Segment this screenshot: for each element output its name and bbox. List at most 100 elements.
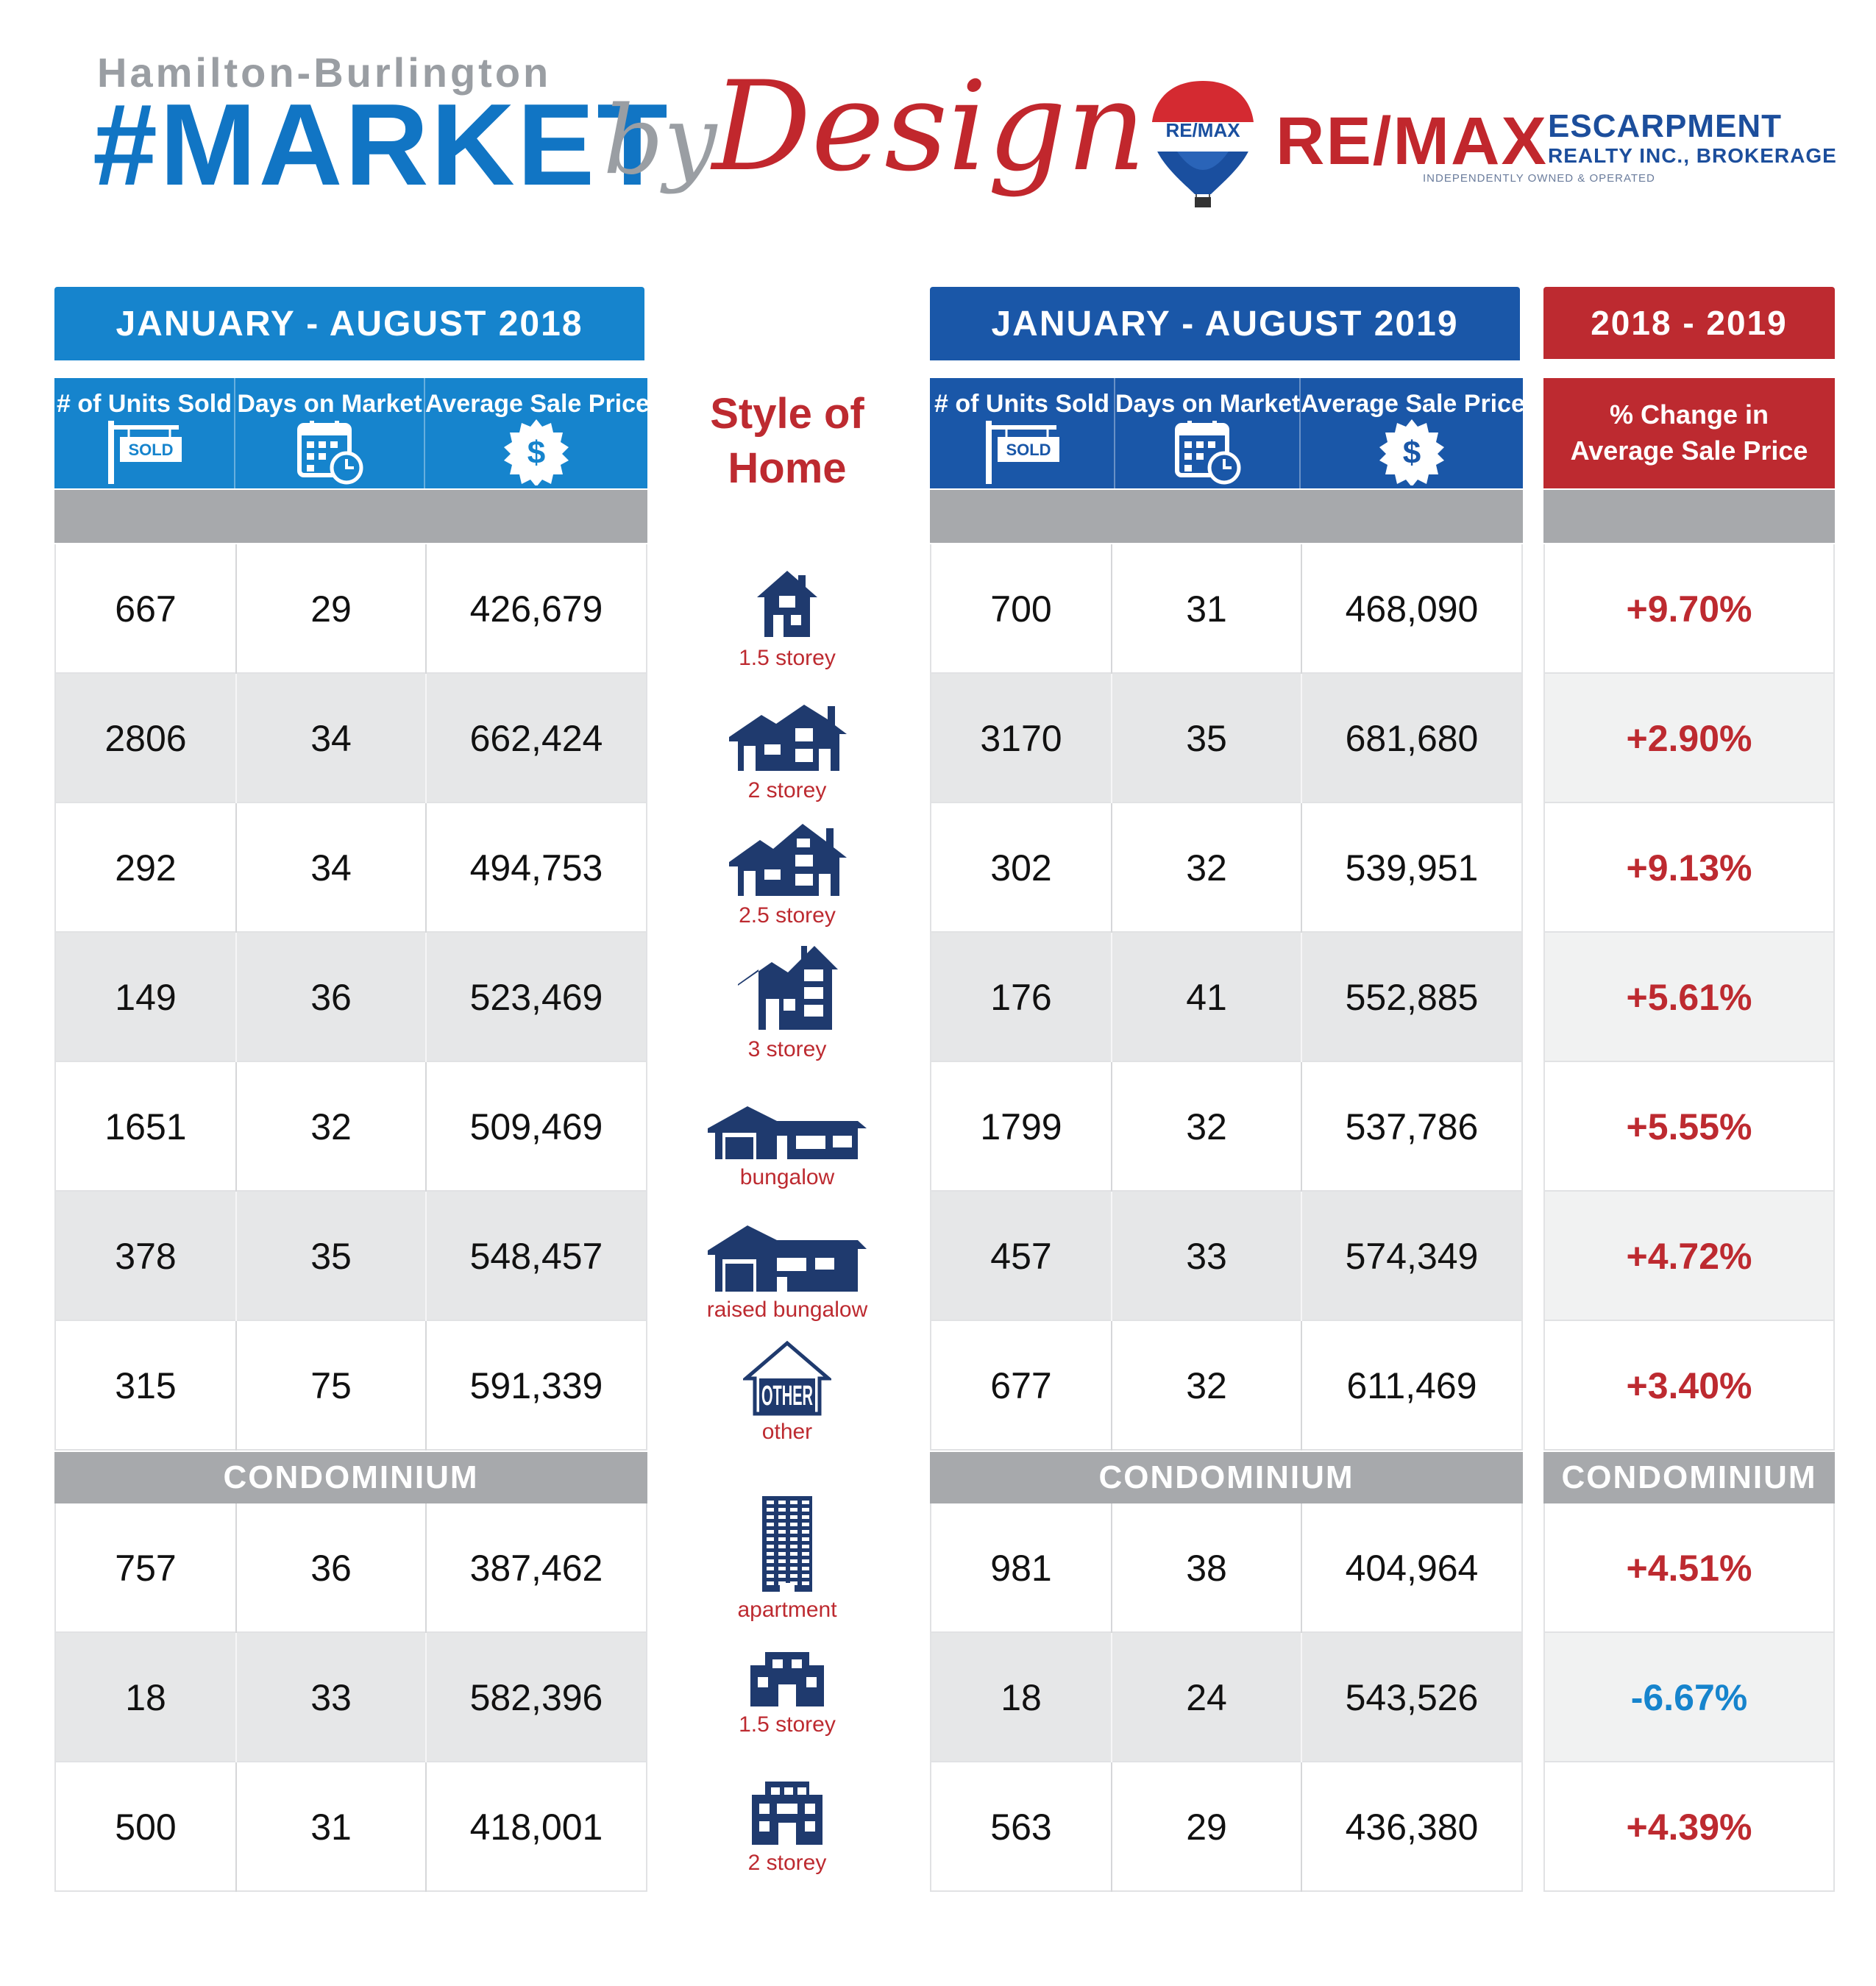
col-price-2018: Average Sale Price $: [425, 378, 650, 488]
table-row-2019: 563 29 436,380: [930, 1762, 1523, 1892]
change-row: +9.13%: [1543, 803, 1835, 933]
units-sold-cell: 667: [56, 544, 237, 674]
change-row: +2.90%: [1543, 674, 1835, 803]
column-header-change: % Change in Average Sale Price: [1543, 378, 1835, 488]
days-on-market-cell: 32: [1112, 803, 1302, 933]
home-style-label: 1.5 storey: [739, 646, 836, 670]
percent-change-cell: +9.13%: [1626, 847, 1752, 889]
col-price-2019: Average Sale Price $: [1301, 378, 1525, 488]
percent-change-cell: +3.40%: [1626, 1365, 1752, 1406]
table-row-2019: 677 32 611,469: [930, 1321, 1523, 1451]
dollar-badge-icon: $: [496, 419, 577, 492]
svg-text:SOLD: SOLD: [1006, 441, 1051, 459]
days-on-market-cell: 31: [1112, 544, 1302, 674]
table-row-2018: 18 33 582,396: [54, 1633, 647, 1762]
avg-price-cell: 591,339: [469, 1365, 603, 1406]
house-1-5-storey-icon: [662, 566, 912, 643]
avg-price-cell: 468,090: [1345, 588, 1479, 630]
home-style-item: apartment: [662, 1492, 912, 1623]
avg-price-cell: 582,396: [469, 1677, 603, 1718]
change-row: +5.61%: [1543, 933, 1835, 1062]
percent-change-cell: +5.55%: [1626, 1106, 1752, 1147]
units-sold-cell: 700: [931, 544, 1112, 674]
change-row: -6.67%: [1543, 1633, 1835, 1762]
days-on-market-cell: 34: [237, 674, 427, 803]
days-on-market-cell: 33: [237, 1633, 427, 1762]
gray-band-2019: [930, 490, 1523, 543]
percent-change-cell: +9.70%: [1626, 588, 1752, 630]
units-sold-cell: 302: [931, 803, 1112, 933]
style-title-line1: Style of: [710, 390, 864, 438]
units-sold-cell: 2806: [56, 674, 237, 803]
col-days-label: Days on Market: [237, 390, 422, 418]
apartment-building-icon: [662, 1492, 912, 1595]
table-row-2018: 667 29 426,679: [54, 544, 647, 674]
avg-price-cell: 494,753: [469, 847, 603, 889]
table-row-2018: 500 31 418,001: [54, 1762, 647, 1892]
table-row-2018: 757 36 387,462: [54, 1503, 647, 1633]
col-days-label: Days on Market: [1115, 390, 1301, 418]
col-price-label: Average Sale Price: [1301, 390, 1525, 418]
condo-1-5-storey-icon: [662, 1645, 912, 1709]
avg-price-cell: 681,680: [1345, 718, 1479, 759]
units-sold-cell: 292: [56, 803, 237, 933]
days-on-market-cell: 33: [1112, 1192, 1302, 1321]
home-style-item: OTHER other: [662, 1340, 912, 1445]
home-style-label: bungalow: [739, 1165, 835, 1189]
sold-sign-icon: SOLD: [981, 419, 1062, 492]
home-style-item: 3 storey: [662, 940, 912, 1062]
avg-price-cell: 548,457: [469, 1236, 603, 1277]
percent-change-cell: +2.90%: [1626, 718, 1752, 759]
banner-change: 2018 - 2019: [1543, 287, 1835, 359]
days-on-market-cell: 36: [237, 1503, 427, 1633]
table-row-2019: 981 38 404,964: [930, 1503, 1523, 1633]
brokerage-name: ESCARPMENT: [1548, 108, 1783, 144]
table-row-2019: 302 32 539,951: [930, 803, 1523, 933]
home-style-item: 1.5 storey: [662, 1645, 912, 1737]
house-3-storey-icon: [662, 940, 912, 1034]
table-row-2018: 1651 32 509,469: [54, 1062, 647, 1192]
table-row-2019: 700 31 468,090: [930, 544, 1523, 674]
days-on-market-cell: 36: [237, 933, 427, 1062]
column-headers-2019: # of Units Sold SOLD Days on Market Aver…: [930, 378, 1525, 488]
home-style-label: 2 storey: [747, 778, 827, 802]
calendar-clock-icon: [289, 419, 370, 492]
avg-price-cell: 611,469: [1346, 1365, 1477, 1406]
home-style-label: 1.5 storey: [739, 1712, 836, 1737]
home-style-label: 3 storey: [747, 1037, 827, 1061]
avg-price-cell: 436,380: [1345, 1807, 1479, 1848]
units-sold-cell: 563: [931, 1762, 1112, 1892]
headline-design: Design: [712, 54, 1146, 199]
home-style-item: raised bungalow: [662, 1214, 912, 1323]
style-title-line2: Home: [728, 444, 847, 493]
banner-2019: JANUARY - AUGUST 2019: [930, 287, 1520, 360]
headline-region: Hamilton-Burlington: [97, 49, 552, 96]
home-style-label: other: [761, 1420, 813, 1444]
avg-price-cell: 509,469: [469, 1106, 603, 1147]
avg-price-cell: 662,424: [469, 718, 603, 759]
avg-price-cell: 539,951: [1345, 847, 1479, 889]
house-2-storey-icon: [662, 699, 912, 775]
units-sold-cell: 1651: [56, 1062, 237, 1192]
column-headers-2018: # of Units Sold SOLD Days on Market Aver…: [54, 378, 650, 488]
col-days-2019: Days on Market: [1115, 378, 1301, 488]
table-row-2019: 3170 35 681,680: [930, 674, 1523, 803]
house-2-5-storey-icon: [662, 819, 912, 900]
home-style-label: raised bungalow: [706, 1298, 868, 1322]
headline-by: by: [603, 86, 717, 196]
remax-wordmark: RE/MAX: [1276, 104, 1548, 179]
change-row: +4.72%: [1543, 1192, 1835, 1321]
avg-price-cell: 426,679: [469, 588, 603, 630]
gray-band-change: [1543, 490, 1835, 543]
headline-market: #MARKET: [93, 80, 670, 210]
units-sold-cell: 176: [931, 933, 1112, 1062]
avg-price-cell: 387,462: [469, 1548, 603, 1589]
change-row: +9.70%: [1543, 544, 1835, 674]
home-style-label: apartment: [737, 1598, 837, 1622]
days-on-market-cell: 29: [1112, 1762, 1302, 1892]
days-on-market-cell: 24: [1112, 1633, 1302, 1762]
percent-change-cell: +4.72%: [1626, 1236, 1752, 1277]
dollar-badge-icon: $: [1371, 419, 1452, 492]
days-on-market-cell: 32: [237, 1062, 427, 1192]
home-style-item: 2.5 storey: [662, 819, 912, 928]
